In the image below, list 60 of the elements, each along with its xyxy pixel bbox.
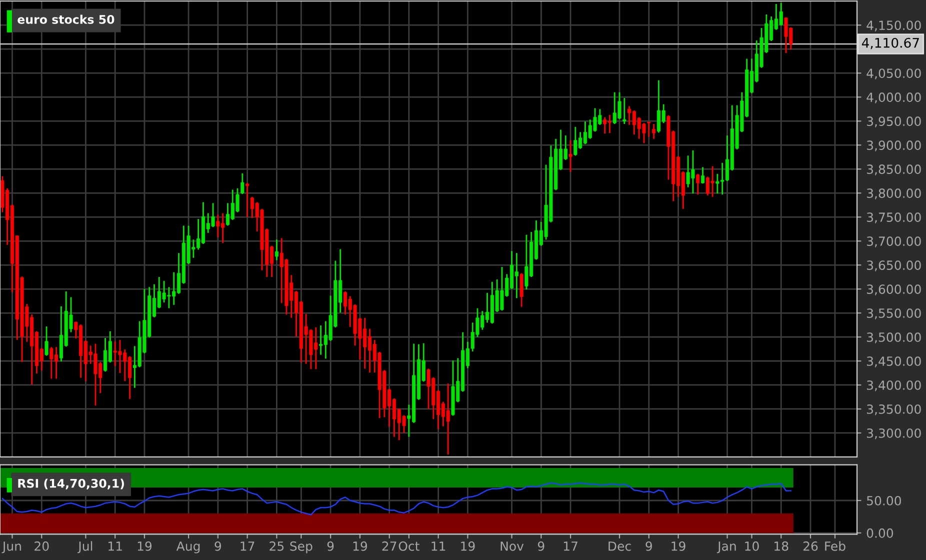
- y-tick-label: 4,150.00: [866, 20, 921, 32]
- y-tick-label: 50.00: [867, 496, 901, 506]
- x-tick-label: Jun: [2, 542, 21, 554]
- x-tick-label: 9: [214, 541, 222, 551]
- y-tick-label: 3,750.00: [866, 212, 921, 224]
- candlestick: [647, 121, 651, 138]
- y-tick-label: 4,000.00: [866, 92, 921, 104]
- y-tick-label: 3,450.00: [866, 356, 921, 368]
- y-tick-label: 3,900.00: [866, 140, 921, 152]
- candlestick: [246, 182, 250, 218]
- x-tick-label: 11: [432, 542, 446, 551]
- y-tick-label: 3,650.00: [866, 260, 921, 272]
- x-tick-label: 20: [34, 541, 49, 551]
- y-tick-label: 3,850.00: [866, 164, 921, 176]
- candlestick: [274, 238, 278, 261]
- text: RSI (14,70,30,1): [18, 478, 124, 490]
- candlestick: [520, 272, 524, 308]
- candlestick: [568, 140, 572, 173]
- ref-line-label: 4,110.67: [862, 38, 919, 50]
- candlestick: [700, 166, 705, 184]
- x-tick-label: Nov: [500, 542, 524, 551]
- candlestick: [622, 97, 626, 125]
- x-tick-label: Oct: [398, 541, 420, 551]
- x-tick-label: 9: [327, 541, 334, 551]
- x-tick-label: 17: [240, 542, 254, 551]
- x-tick-label: 27: [382, 541, 396, 551]
- y-tick-label: 3,300.00: [866, 428, 921, 440]
- x-tick-label: 17: [564, 542, 578, 551]
- x-tick-label: 19: [138, 541, 152, 551]
- candlestick: [44, 326, 48, 356]
- x-tick-label: 26: [803, 541, 818, 551]
- x-tick-label: 19: [461, 541, 475, 551]
- x-tick-label: 19: [353, 541, 368, 551]
- x-tick-label: Aug: [176, 542, 200, 554]
- candlestick: [696, 173, 700, 196]
- x-tick-label: Jul: [78, 541, 92, 554]
- x-tick-label: 19: [672, 541, 686, 551]
- x-tick-label: Dec: [608, 542, 631, 551]
- x-tick-label: Feb: [825, 541, 846, 551]
- y-tick-label: 3,600.00: [866, 284, 921, 296]
- y-tick-label: 0.00: [866, 528, 894, 538]
- x-tick-label: 10: [745, 541, 759, 551]
- x-tick-label: 9: [646, 541, 652, 551]
- x-tick-label: 18: [774, 541, 788, 551]
- y-tick-label: 3,500.00: [866, 332, 921, 344]
- text: euro stocks 50: [18, 14, 114, 24]
- x-tick-label: Jan: [716, 542, 736, 554]
- x-tick-label: Sep: [290, 541, 312, 554]
- y-tick-label: 3,400.00: [866, 380, 921, 392]
- y-tick-label: 3,350.00: [866, 404, 921, 416]
- x-tick-label: 9: [538, 541, 544, 551]
- y-tick-label: 3,950.00: [866, 116, 921, 128]
- candlestick: [652, 123, 656, 140]
- y-tick-label: 3,700.00: [866, 236, 921, 248]
- y-tick-label: 3,550.00: [866, 308, 921, 320]
- x-tick-label: 11: [108, 542, 122, 551]
- y-tick-label: 3,800.00: [866, 188, 921, 200]
- y-tick-label: 4,050.00: [866, 68, 921, 80]
- candlestick: [240, 172, 244, 195]
- x-tick-label: 25: [270, 541, 284, 551]
